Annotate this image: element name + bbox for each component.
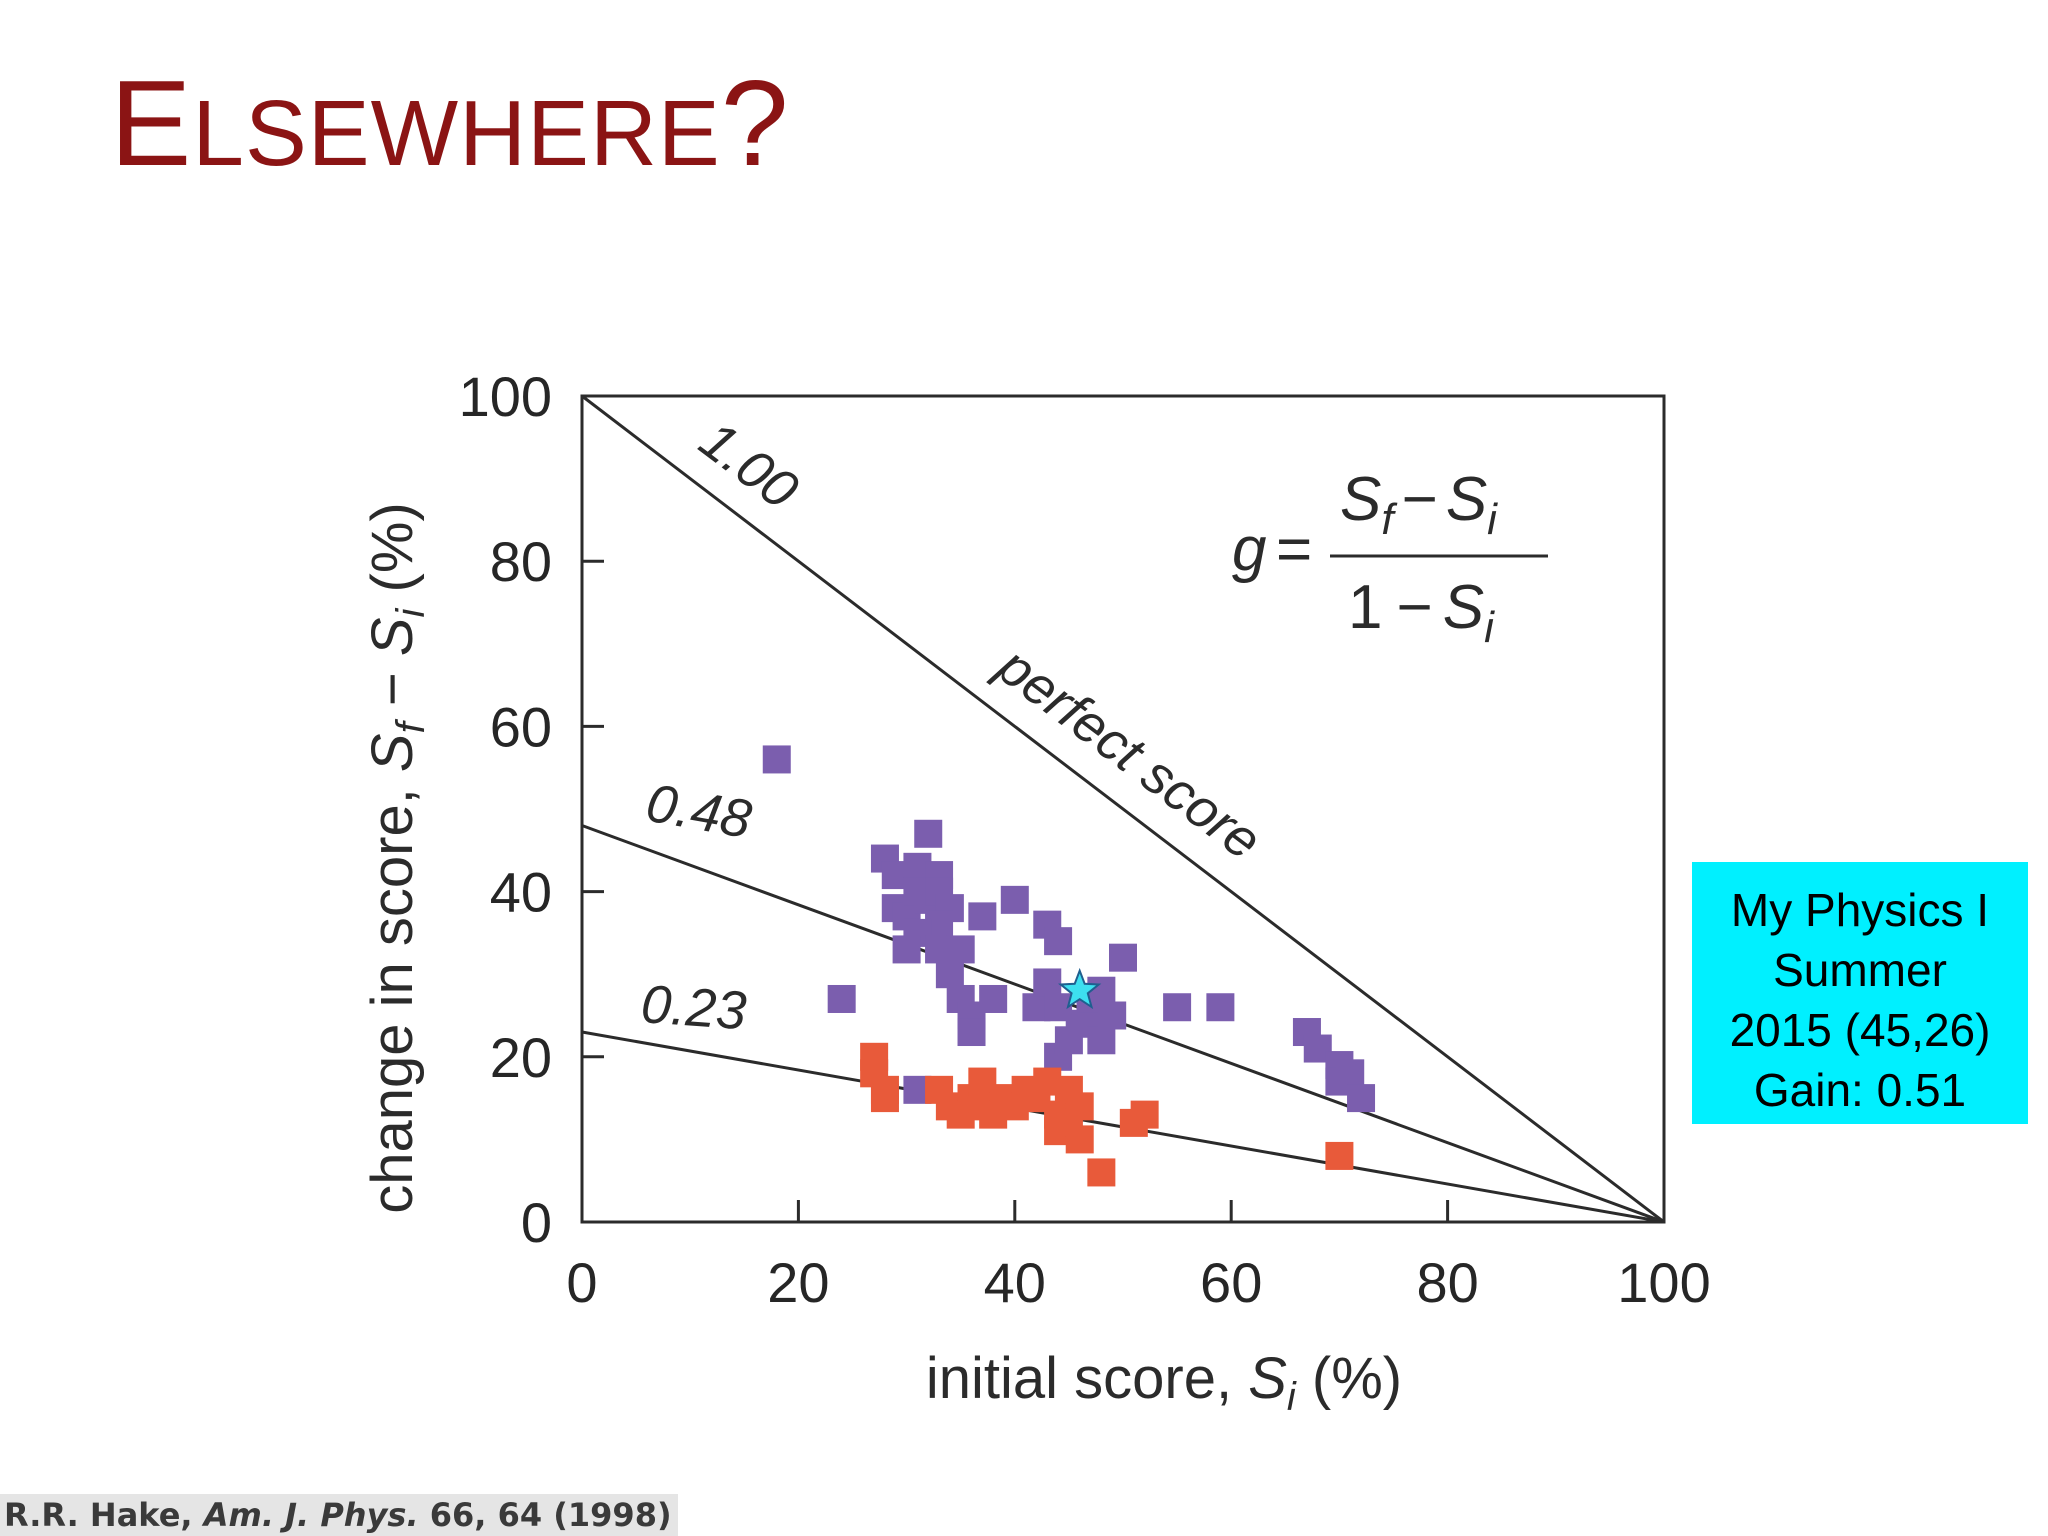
- series-0-point-17: [968, 902, 997, 931]
- y-tick-label-3: 60: [490, 695, 552, 758]
- series-1-point-3: [870, 1084, 899, 1113]
- formula-g: g: [1232, 515, 1266, 584]
- x-tick-label-3: 60: [1200, 1251, 1262, 1314]
- course-result-callout: My Physics I Summer 2015 (45,26) Gain: 0…: [1692, 862, 2028, 1124]
- series-0-point-26: [979, 984, 1008, 1013]
- series-0-point-14: [892, 935, 921, 964]
- title-rest: LSEWHERE: [192, 81, 721, 185]
- series-1-point-21: [1065, 1125, 1094, 1154]
- series-0-point-39: [1163, 993, 1192, 1022]
- series-1-point-24: [1130, 1100, 1159, 1129]
- formula-denominator: 1− Si: [1348, 573, 1495, 652]
- series-1-point-25: [1325, 1141, 1354, 1170]
- x-tick-label-4: 80: [1416, 1251, 1478, 1314]
- chart-axes: 0 20 40 60 80 100 0 20 40 60 80 100: [459, 365, 1711, 1314]
- title-initial: E: [110, 55, 193, 191]
- gain-label-0-48: 0.48: [642, 773, 756, 850]
- series-0-point-38: [1109, 943, 1137, 972]
- title-question-mark: ?: [720, 55, 790, 191]
- series-0-point-21: [827, 984, 856, 1013]
- x-tick-label-5: 100: [1617, 1251, 1710, 1314]
- gain-label-1-00: 1.00: [689, 410, 809, 521]
- gain-formula: g = Sf − Si 1− Si: [1232, 465, 1548, 652]
- series-0-point-46: [1347, 1084, 1376, 1113]
- citation-journal: Am. J. Phys.: [203, 1496, 419, 1534]
- series-0-point-0: [762, 745, 791, 774]
- series-1-point-20: [1065, 1092, 1094, 1121]
- series-0-point-22: [935, 960, 964, 989]
- y-tick-label-0: 0: [521, 1191, 552, 1254]
- highlight-star-point: [1058, 967, 1102, 1010]
- series-0-point-4: [914, 819, 943, 848]
- formula-numerator: Sf − Si: [1340, 465, 1498, 544]
- series-0-point-36: [1087, 1026, 1116, 1055]
- series-0-point-40: [1206, 993, 1235, 1022]
- chart-marks: [581, 394, 1665, 1224]
- series-0-point-20: [1044, 927, 1073, 956]
- y-tick-label-4: 80: [490, 530, 552, 593]
- formula-equals: =: [1276, 515, 1312, 584]
- y-axis-title: change in score, Sf − Si (%): [360, 502, 433, 1214]
- y-tick-label-1: 20: [490, 1026, 552, 1089]
- gain-label-0-23: 0.23: [639, 974, 748, 1041]
- series-0-point-45: [1336, 1059, 1365, 1088]
- x-tick-label-1: 20: [767, 1251, 829, 1314]
- citation: R.R. Hake, Am. J. Phys. 66, 64 (1998): [0, 1494, 678, 1536]
- series-0-point-37: [1098, 1001, 1127, 1030]
- x-tick-label-2: 40: [984, 1251, 1046, 1314]
- y-tick-label-5: 100: [459, 365, 552, 428]
- slide-title: ELSEWHERE?: [110, 62, 790, 184]
- perfect-score-label: perfect score: [985, 634, 1272, 871]
- x-axis-title: initial score, Si (%): [926, 1346, 1402, 1419]
- series-0-point-16: [946, 935, 975, 964]
- plot-frame: [580, 394, 1666, 1224]
- callout-line-4: Gain: 0.51: [1753, 1064, 1967, 1116]
- series-1-point-22: [1087, 1158, 1116, 1187]
- series-0-point-18: [1000, 885, 1029, 914]
- gain-line-0: [581, 394, 1665, 1224]
- citation-reference: 66, 64 (1998): [418, 1496, 672, 1534]
- x-tick-label-0: 0: [566, 1251, 597, 1314]
- citation-author: R.R. Hake,: [4, 1496, 204, 1534]
- callout-line-1: My Physics I: [1730, 884, 1990, 936]
- callout-line-2: Summer: [1773, 944, 1947, 996]
- series-0-point-28: [1033, 968, 1062, 997]
- y-tick-label-2: 40: [490, 861, 552, 924]
- callout-line-3: 2015 (45,26): [1729, 1004, 1991, 1056]
- series-0-point-25: [957, 1018, 986, 1047]
